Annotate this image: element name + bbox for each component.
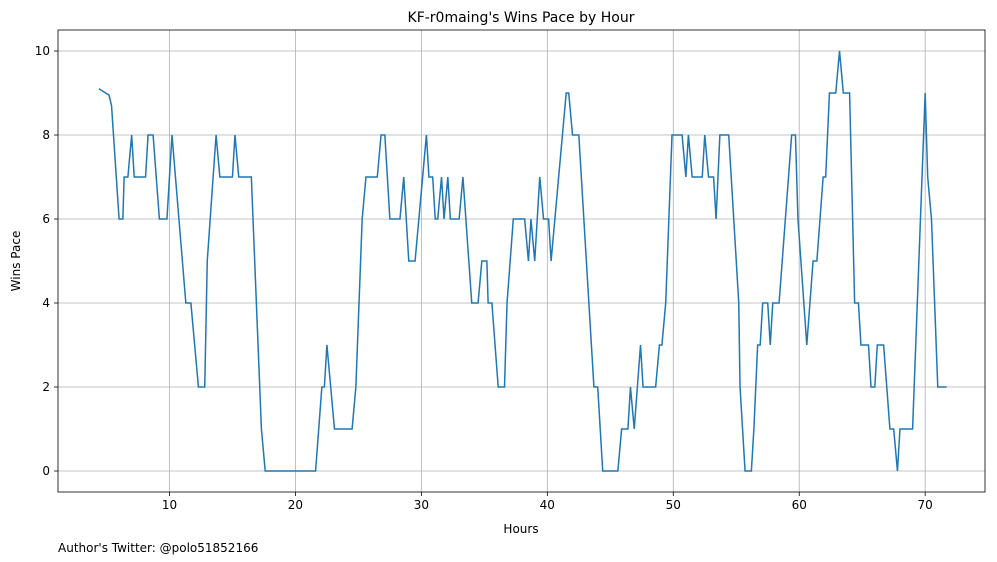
x-tick-label: 60 bbox=[792, 498, 807, 512]
x-tick-label: 30 bbox=[414, 498, 429, 512]
chart-title: KF-r0maing's Wins Pace by Hour bbox=[408, 10, 635, 26]
annotation: Author's Twitter: @polo51852166 bbox=[58, 541, 258, 555]
x-tick-label: 40 bbox=[540, 498, 555, 512]
x-tick-label: 20 bbox=[288, 498, 303, 512]
plot-frame bbox=[57, 29, 986, 493]
x-axis-label: Hours bbox=[503, 522, 538, 536]
x-tick-label: 10 bbox=[162, 498, 177, 512]
x-tick-label: 50 bbox=[666, 498, 681, 512]
y-tick-label: 0 bbox=[42, 464, 50, 478]
y-tick-label: 8 bbox=[42, 128, 50, 142]
y-tick-label: 2 bbox=[42, 380, 50, 394]
y-tick-label: 10 bbox=[35, 44, 50, 58]
y-tick-label: 4 bbox=[42, 296, 50, 310]
data-line bbox=[98, 50, 947, 472]
y-axis-label: Wins Pace bbox=[9, 231, 23, 292]
x-tick-label: 70 bbox=[918, 498, 933, 512]
y-tick-label: 6 bbox=[42, 212, 50, 226]
